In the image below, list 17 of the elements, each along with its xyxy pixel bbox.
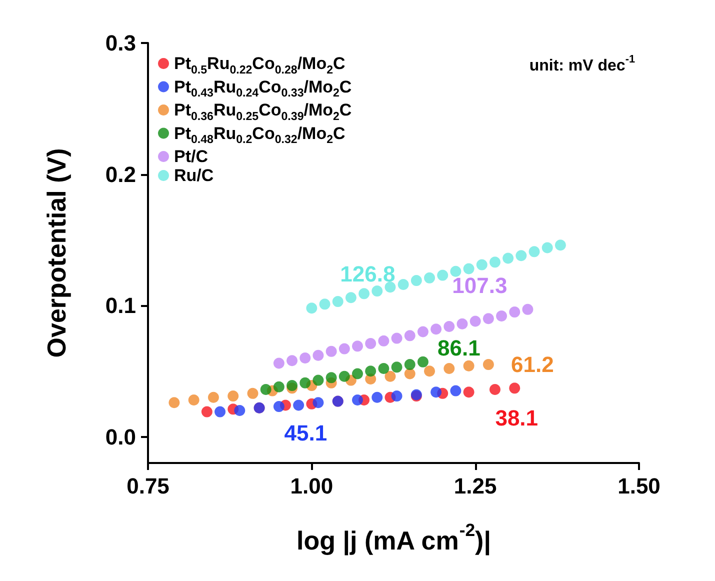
y-tick-label: 0.0 [105, 424, 136, 450]
y-tick-label: 0.1 [105, 293, 136, 318]
y-axis-title: Overpotential (V) [42, 148, 72, 358]
legend-label: Ru/C [174, 166, 214, 185]
y-tick-label: 0.2 [105, 162, 136, 187]
annotation: 61.2 [511, 352, 554, 378]
x-tick-label: 1.00 [290, 474, 334, 498]
x-tick-label: 1.50 [618, 474, 660, 498]
y-tick-label: 0.3 [105, 30, 136, 56]
annotation: 126.8 [340, 262, 396, 287]
annotation: 86.1 [438, 335, 480, 360]
annotation: 45.1 [284, 420, 328, 446]
annotation: 107.3 [452, 272, 508, 298]
legend-label: Pt/C [174, 147, 208, 166]
x-tick-label: 0.75 [126, 474, 170, 498]
x-tick-label: 1.25 [454, 474, 497, 498]
annotation: 38.1 [495, 406, 538, 431]
